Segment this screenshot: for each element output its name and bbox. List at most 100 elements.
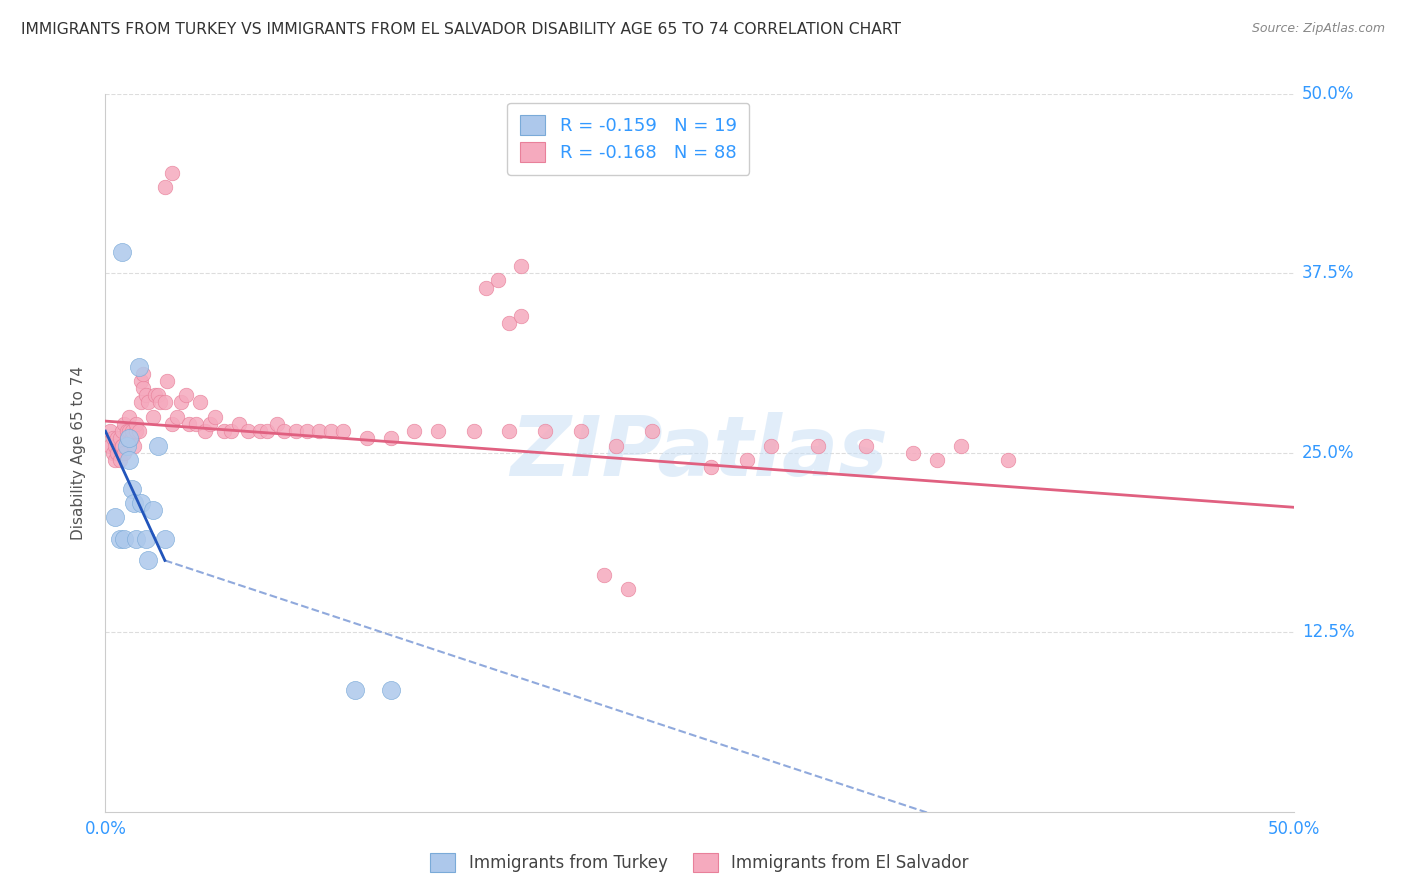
Point	[380, 431, 402, 445]
Point	[129, 395, 152, 409]
Point	[125, 532, 148, 546]
Point	[121, 431, 143, 445]
Point	[136, 395, 159, 409]
Point	[214, 424, 236, 438]
Point	[759, 438, 782, 452]
Point	[114, 445, 136, 460]
Point	[221, 424, 243, 438]
Point	[194, 424, 217, 438]
Text: 12.5%: 12.5%	[1302, 624, 1354, 641]
Point	[617, 582, 640, 596]
Point	[308, 424, 330, 438]
Point	[855, 438, 877, 452]
Point	[404, 424, 426, 438]
Point	[997, 453, 1019, 467]
Point	[125, 424, 148, 438]
Point	[115, 424, 138, 438]
Text: 50.0%: 50.0%	[1302, 85, 1354, 103]
Point	[170, 395, 193, 409]
Point	[132, 381, 155, 395]
Point	[98, 438, 121, 452]
Point	[156, 374, 179, 388]
Point	[115, 438, 138, 452]
Point	[949, 438, 972, 452]
Point	[321, 424, 343, 438]
Point	[160, 417, 183, 431]
Point	[228, 417, 250, 431]
Point	[128, 424, 150, 438]
Point	[236, 424, 259, 438]
Point	[807, 438, 830, 452]
Point	[343, 682, 366, 697]
Point	[177, 417, 200, 431]
Point	[111, 438, 134, 452]
Text: Source: ZipAtlas.com: Source: ZipAtlas.com	[1251, 22, 1385, 36]
Point	[427, 424, 450, 438]
Point	[108, 431, 131, 445]
Point	[284, 424, 307, 438]
Point	[118, 424, 141, 438]
Point	[104, 453, 127, 467]
Point	[122, 496, 145, 510]
Point	[108, 532, 131, 546]
Point	[498, 424, 520, 438]
Point	[101, 431, 124, 445]
Point	[273, 424, 295, 438]
Point	[129, 496, 152, 510]
Point	[122, 438, 145, 452]
Point	[184, 417, 207, 431]
Point	[256, 424, 278, 438]
Point	[700, 460, 723, 475]
Point	[132, 367, 155, 381]
Point	[735, 453, 758, 467]
Point	[111, 438, 134, 452]
Point	[380, 682, 402, 697]
Point	[474, 280, 496, 294]
Point	[569, 424, 592, 438]
Point	[332, 424, 354, 438]
Point	[249, 424, 271, 438]
Point	[605, 438, 627, 452]
Point	[105, 445, 128, 460]
Point	[498, 317, 520, 331]
Point	[121, 482, 143, 496]
Point	[146, 388, 169, 402]
Point	[135, 388, 157, 402]
Text: ZIPatlas: ZIPatlas	[510, 412, 889, 493]
Point	[108, 453, 131, 467]
Point	[486, 273, 509, 287]
Point	[510, 310, 533, 324]
Point	[174, 388, 197, 402]
Point	[356, 431, 378, 445]
Point	[463, 424, 485, 438]
Point	[136, 553, 159, 567]
Point	[104, 510, 127, 524]
Point	[111, 424, 134, 438]
Point	[143, 388, 166, 402]
Point	[129, 374, 152, 388]
Point	[903, 445, 925, 460]
Point	[166, 409, 188, 424]
Point	[204, 409, 226, 424]
Point	[142, 503, 165, 517]
Point	[142, 409, 165, 424]
Point	[297, 424, 319, 438]
Point	[593, 567, 616, 582]
Point	[190, 395, 212, 409]
Point	[146, 438, 169, 452]
Point	[135, 532, 157, 546]
Point	[118, 431, 141, 445]
Point	[98, 424, 121, 438]
Point	[149, 395, 172, 409]
Point	[153, 532, 176, 546]
Point	[118, 409, 141, 424]
Point	[101, 445, 124, 460]
Point	[115, 431, 138, 445]
Point	[925, 453, 948, 467]
Point	[160, 166, 183, 180]
Point	[128, 359, 150, 374]
Text: IMMIGRANTS FROM TURKEY VS IMMIGRANTS FROM EL SALVADOR DISABILITY AGE 65 TO 74 CO: IMMIGRANTS FROM TURKEY VS IMMIGRANTS FRO…	[21, 22, 901, 37]
Legend: Immigrants from Turkey, Immigrants from El Salvador: Immigrants from Turkey, Immigrants from …	[423, 847, 976, 879]
Point	[266, 417, 288, 431]
Point	[153, 395, 176, 409]
